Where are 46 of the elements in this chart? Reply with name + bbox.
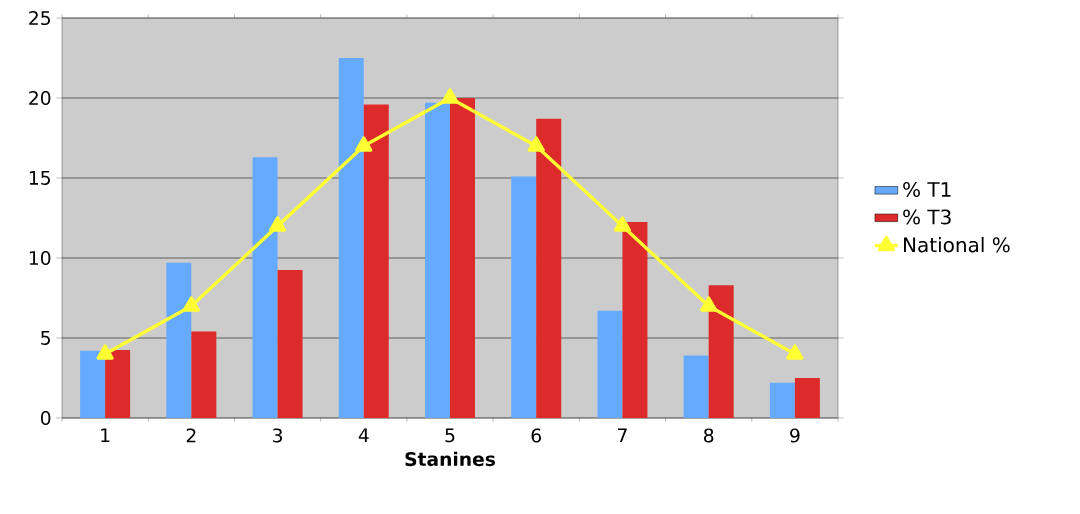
point [441,88,459,104]
point [527,136,545,152]
bar [80,350,106,418]
bar [683,355,709,418]
bar [769,382,795,418]
x-tick-label: 9 [790,428,800,443]
x-tick-label: 8 [704,428,714,443]
bar [794,378,820,418]
legend-label: National % [904,236,1010,253]
point [268,216,287,232]
x-tick-label: 3 [273,428,283,443]
x-tick-label: 4 [358,428,369,443]
y-tick-label: 25 [29,10,50,26]
bar [597,310,623,418]
bar [536,118,562,418]
bar [105,350,131,418]
y-tick-label: 15 [29,171,50,185]
x-tick-label: 7 [618,428,627,443]
legend-label: % T3 [903,209,951,225]
bar [450,98,475,418]
x-axis-title: Stanines [405,451,495,467]
point [182,296,200,312]
bar [511,176,537,418]
y-tick-label: 10 [29,250,51,266]
x-tick-label: 5 [445,428,455,443]
bar [191,331,217,418]
y-tick-label: 0 [40,410,51,426]
point [355,136,373,152]
x-tick-label: 6 [531,428,541,443]
point [700,296,718,312]
x-tick-label: 2 [186,428,196,443]
bar [425,102,450,418]
legend-label: % T1 [903,181,951,198]
bar [338,58,364,418]
bar [252,157,278,418]
y-tick-label: 20 [29,90,51,106]
bar [708,285,734,418]
bar [166,262,192,418]
bar [277,270,303,418]
x-tick-label: 1 [101,428,110,443]
point [96,344,114,360]
bar [622,222,648,418]
bar [363,104,389,418]
y-tick-label: 5 [41,331,50,345]
point [786,344,804,360]
point [613,216,632,232]
